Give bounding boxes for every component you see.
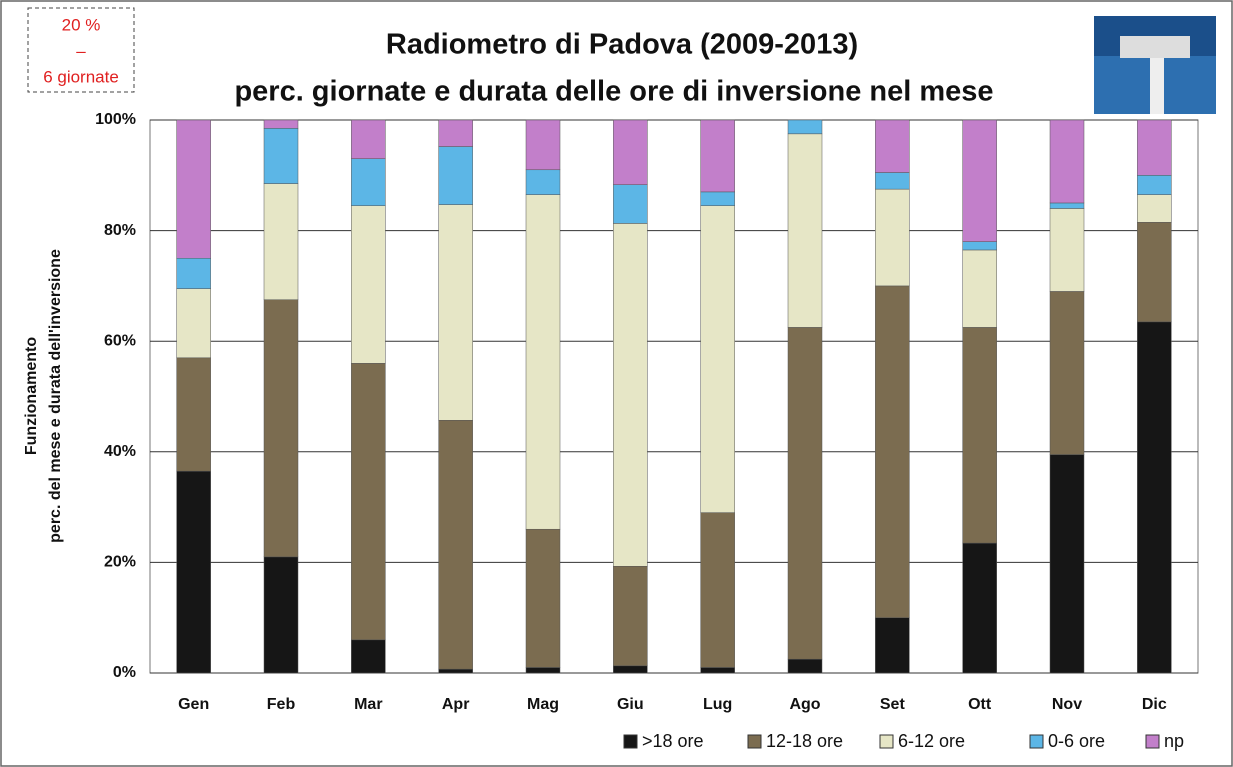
legend-label: 12-18 ore <box>766 731 843 751</box>
bar-segment <box>875 119 910 173</box>
legend-label: 6-12 ore <box>898 731 965 751</box>
bar-segment <box>438 146 473 205</box>
bar-segment <box>1049 202 1085 209</box>
bar-segment <box>1137 175 1172 195</box>
bar-segment <box>438 420 473 670</box>
bar-segment <box>1137 321 1172 674</box>
bar-segment <box>1049 119 1085 204</box>
bar-segment <box>438 119 473 147</box>
bar-segment <box>875 285 910 618</box>
bar-segment <box>263 128 299 184</box>
bar-segment <box>700 205 735 513</box>
bar-segment <box>1049 208 1085 292</box>
bar-segment <box>962 249 997 328</box>
bar-segment <box>176 357 211 472</box>
bar-segment <box>525 119 561 171</box>
legend-swatch <box>623 734 638 749</box>
bar-segment <box>613 119 648 185</box>
bar-segment <box>176 288 211 359</box>
bar-segment <box>613 566 648 667</box>
bar-segment <box>1137 119 1172 176</box>
bar-segment <box>438 204 473 421</box>
legend-swatch <box>1029 734 1044 749</box>
y-tick-label: 0% <box>113 664 136 681</box>
x-tick-label: Feb <box>267 696 296 713</box>
y-axis-label: perc. del mese e durata dell'inversione <box>47 249 64 543</box>
bar-segment <box>263 119 299 129</box>
bar-segment <box>700 119 735 193</box>
y-tick-label: 20% <box>104 554 136 571</box>
bar-segment <box>700 512 735 668</box>
bar-segment <box>263 556 299 674</box>
bar-segment <box>1049 291 1085 455</box>
bar-segment <box>176 119 211 259</box>
bar-segment <box>613 223 648 567</box>
legend-label: np <box>1164 731 1184 751</box>
bar-segment <box>787 327 823 660</box>
bar-segment <box>438 668 473 674</box>
x-tick-label: Nov <box>1052 696 1082 713</box>
annotation: 6 giornate <box>43 67 119 86</box>
annotation: – <box>76 41 86 60</box>
bar-segment <box>962 327 997 544</box>
y-tick-label: 100% <box>95 111 136 128</box>
bar-segment <box>525 194 561 530</box>
annotation-box <box>27 7 135 93</box>
chart-title: Radiometro di Padova (2009-2013) <box>386 29 858 61</box>
bar-segment <box>525 528 561 668</box>
y-tick-label: 60% <box>104 332 136 349</box>
bar-segment <box>351 119 386 159</box>
legend-label: 0-6 ore <box>1048 731 1105 751</box>
legend-swatch <box>747 734 762 749</box>
bar-segment <box>613 665 648 674</box>
bar-segment <box>1137 194 1172 223</box>
chart-title: perc. giornate e durata delle ore di inv… <box>234 76 993 108</box>
x-tick-label: Apr <box>442 696 470 713</box>
x-tick-label: Ago <box>789 696 820 713</box>
photo-icon <box>1094 16 1216 114</box>
bar-segment <box>787 133 823 328</box>
bar-segment <box>962 119 997 242</box>
y-axis-label: Funzionamento <box>23 337 40 455</box>
plot-area <box>149 119 1199 674</box>
bar-segment <box>263 299 299 558</box>
bar-segment <box>700 667 735 674</box>
bar-segment <box>787 119 823 135</box>
bar-segment <box>1049 454 1085 674</box>
bar-segment <box>875 188 910 287</box>
bar-segment <box>176 258 211 289</box>
bar-segment <box>176 470 211 674</box>
x-tick-label: Mar <box>354 696 382 713</box>
legend-swatch <box>1145 734 1160 749</box>
bar-segment <box>875 617 910 674</box>
legend-swatch <box>879 734 894 749</box>
bar-segment <box>351 158 386 206</box>
x-tick-label: Gen <box>178 696 209 713</box>
bar-segment <box>962 241 997 251</box>
y-tick-label: 40% <box>104 443 136 460</box>
annotation: 20 % <box>62 15 101 34</box>
x-tick-label: Ott <box>968 696 992 713</box>
bar-segment <box>263 183 299 300</box>
x-tick-label: Dic <box>1142 696 1167 713</box>
legend-label: >18 ore <box>642 731 704 751</box>
bar-segment <box>700 191 735 206</box>
x-tick-label: Mag <box>527 696 559 713</box>
x-tick-label: Lug <box>703 696 732 713</box>
bar-segment <box>351 205 386 364</box>
bar-segment <box>525 169 561 195</box>
bar-segment <box>962 542 997 674</box>
bar-segment <box>1137 222 1172 323</box>
x-tick-label: Giu <box>617 696 644 713</box>
bar-segment <box>613 184 648 224</box>
bar-segment <box>351 363 386 641</box>
y-tick-label: 80% <box>104 222 136 239</box>
x-tick-label: Set <box>880 696 906 713</box>
bar-segment <box>351 639 386 674</box>
bar-segment <box>525 667 561 674</box>
bar-segment <box>787 658 823 674</box>
bar-segment <box>875 172 910 190</box>
